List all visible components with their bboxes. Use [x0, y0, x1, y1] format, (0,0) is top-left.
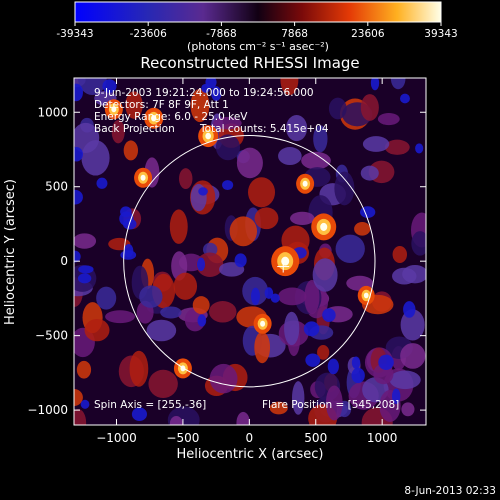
colorbar-ticks: -39343 -23606 -7868 7868 23606 39343 [56, 22, 458, 40]
annotation-total-counts: Total counts: 5.415e+04 [199, 123, 329, 135]
source-marker [277, 260, 290, 273]
colorbar-tick-label: -7868 [206, 28, 237, 40]
y-axis-label: Heliocentric Y (arcsec) [3, 179, 18, 325]
annotation-time: 9-Jun-2003 19:21:24.000 to 19:24:56.000 [94, 87, 314, 99]
y-tick-label: 500 [45, 180, 68, 194]
y-tick-label: −1000 [27, 403, 68, 417]
colorbar-tick-label: 39343 [424, 28, 457, 40]
x-tick-label: 500 [304, 431, 327, 445]
y-axis-ticks: −1000 −500 0 500 1000 [27, 105, 426, 417]
x-tick-label: −1000 [96, 431, 137, 445]
x-tick-label: 1000 [367, 431, 398, 445]
colorbar-unit-label: (photons cm⁻² s⁻¹ asec⁻²) [187, 40, 329, 53]
x-tick-label: −500 [166, 431, 199, 445]
colorbar-tick-label: 7868 [281, 28, 308, 40]
annotations: 9-Jun-2003 19:21:24.000 to 19:24:56.000 … [94, 87, 399, 411]
colorbar-tick-label: 23606 [351, 28, 385, 40]
y-tick-label: 0 [60, 254, 68, 268]
colorbar-tick-label: -23606 [130, 28, 168, 40]
y-tick-label: −500 [35, 329, 68, 343]
x-axis-label: Heliocentric X (arcsec) [177, 447, 324, 462]
timestamp: 8-Jun-2013 02:33 [404, 485, 496, 497]
x-tick-label: 0 [246, 431, 254, 445]
plot-area [74, 78, 426, 425]
annotation-detectors: Detectors: 7F 8F 9F, Att 1 [94, 99, 229, 111]
annotation-energy: Energy Range: 6.0 - 25.0 keV [94, 111, 248, 123]
heatmap-image [74, 78, 426, 425]
solar-limb-circle [123, 135, 376, 388]
chart-title: Reconstructed RHESSI Image [140, 54, 359, 72]
annotation-method: Back Projection [94, 123, 175, 135]
plot-frame [73, 77, 427, 426]
annotation-flare-position: Flare Position = [545,208] [262, 399, 399, 411]
y-tick-label: 1000 [37, 105, 68, 119]
x-axis-ticks: −1000 −500 0 500 1000 [96, 78, 397, 445]
colorbar-tick-label: -39343 [56, 28, 93, 40]
colorbar [74, 1, 442, 23]
annotation-spin-axis: Spin Axis = [255,-36] [94, 399, 206, 411]
